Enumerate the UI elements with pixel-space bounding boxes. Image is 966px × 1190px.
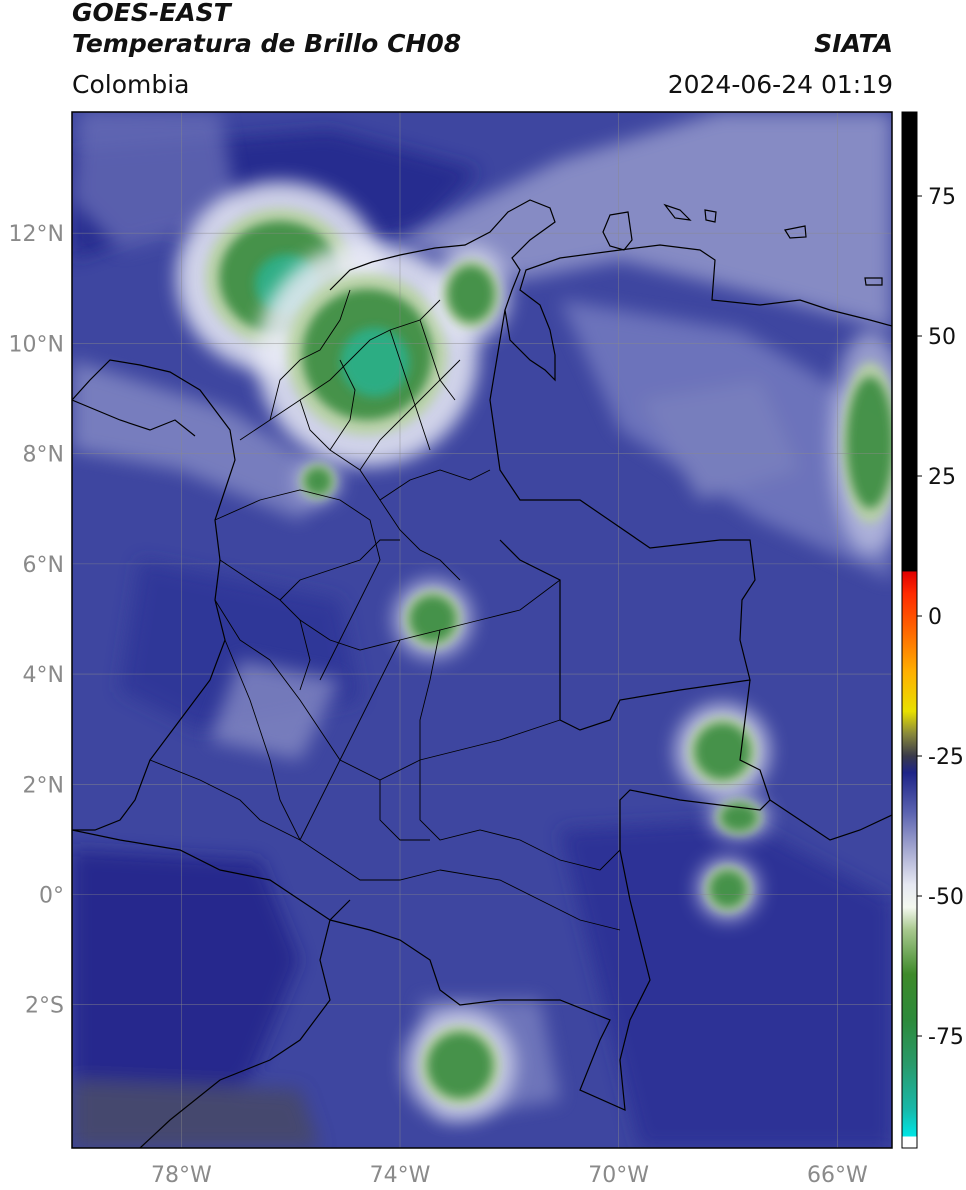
panama-border [72,399,196,437]
satellite-image [72,112,892,1148]
lat-tick-label: 2°S [25,994,64,1019]
coastlines-and-borders [72,199,892,1148]
agency-label: SIATA [814,29,893,58]
lat-tick-label: 2°N [23,773,64,798]
colorbar-tick-label: 75 [928,185,956,210]
cell-core [447,265,495,322]
cell-core [694,723,751,780]
department-borders [149,289,621,931]
product-title: Temperatura de Brillo CH08 [72,29,462,58]
cell-core [709,870,747,908]
caribbean-island-3 [663,203,692,221]
cell-core [427,1032,493,1099]
lon-tick-label: 70°W [588,1163,649,1188]
lat-tick-label: 6°N [23,553,64,578]
peru-southern-border [139,919,331,1148]
convective-cell [404,1009,516,1122]
peninsula-coast [602,211,633,251]
convective-cell [674,703,771,800]
caribbean-island-4 [704,209,717,223]
convective-cell [294,457,342,506]
convective-cell [393,579,473,659]
lat-tick-label: 10°N [9,332,64,357]
caribbean-island-2 [864,277,883,286]
caribbean-coastline [329,199,892,382]
caribbean-island [784,225,807,239]
region-label: Colombia [72,70,190,99]
light-cloud-bands [72,112,892,1120]
venezuela-border [489,309,756,731]
convective-cell [431,245,511,342]
cell-core [409,595,457,643]
cell-core [846,377,892,509]
convective-cell [830,330,892,555]
brazil-venezuela-border [769,799,892,841]
colorbar-tick-label: -75 [928,1025,964,1050]
convective-cell [707,793,771,842]
colorbar-tick-label: 50 [928,325,956,350]
colorbar-tick-label: -50 [928,885,964,910]
colorbar-tick-label: 0 [928,605,942,630]
lat-tick-label: 12°N [9,222,64,247]
convective-cell [696,857,760,921]
brazil-border [329,679,771,1111]
colorbar-tick-label: -25 [928,745,964,770]
lat-tick-label: 4°N [23,663,64,688]
datetime-label: 2024-06-24 01:19 [667,70,893,99]
cell-coldest-top [340,327,410,397]
ecuador-peru-border [72,829,351,921]
lon-tick-label: 74°W [370,1163,431,1188]
lat-tick-label: 8°N [23,443,64,468]
colorbar-ticks: 75 50 25 0 -25 -50 -75 [917,185,964,1050]
colorbar-scale [901,111,918,1149]
satellite-title: GOES-EAST [72,0,231,27]
latitude-tick-labels: 12°N 10°N 8°N 6°N 4°N 2°N 0° 2°S [9,222,64,1018]
map-frame [71,111,893,1149]
colorbar-tick-label: 25 [928,465,956,490]
lat-tick-label: 0° [39,884,64,909]
colorbar: 75 50 25 0 -25 -50 -75 [901,111,964,1149]
lon-tick-label: 78°W [151,1163,212,1188]
cell-core [304,467,332,496]
cell-core [720,803,758,832]
gridlines [72,112,892,1148]
longitude-tick-labels: 78°W 74°W 70°W 66°W [151,1163,868,1188]
lon-tick-label: 66°W [807,1163,868,1188]
